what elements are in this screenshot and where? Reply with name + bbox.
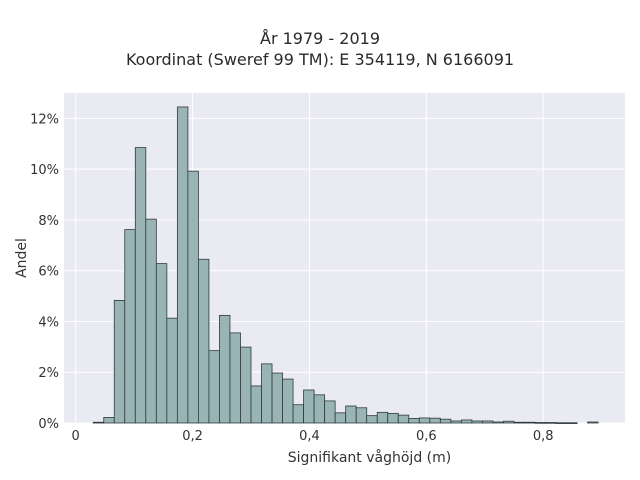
histogram-bar	[566, 422, 578, 424]
histogram-bar	[134, 147, 147, 424]
histogram-bar	[503, 420, 515, 424]
y-tick-labels: 0% 2% 4% 6% 8% 10% 12%	[30, 112, 59, 432]
histogram-bar	[387, 412, 399, 424]
chart-title: År 1979 - 2019	[260, 29, 380, 48]
histogram-bar	[271, 372, 283, 424]
histogram-bar	[366, 415, 378, 424]
histogram-bar	[376, 411, 389, 424]
chart-subtitle: Koordinat (Sweref 99 TM): E 354119, N 61…	[125, 50, 515, 69]
histogram-bar	[450, 420, 462, 424]
histogram-bar	[545, 422, 557, 424]
histogram-bar	[334, 412, 347, 424]
x-tick-label: 0,2	[182, 429, 203, 444]
histogram-bar	[397, 414, 410, 424]
histogram-bar	[187, 170, 199, 424]
histogram-bar	[176, 106, 189, 424]
y-tick-label: 2%	[38, 366, 59, 381]
histogram-bar	[587, 421, 599, 424]
histogram-bar	[166, 317, 178, 424]
y-tick-label: 4%	[38, 315, 59, 330]
histogram-bar	[303, 389, 315, 424]
y-tick-label: 8%	[38, 214, 59, 229]
y-tick-label: 6%	[38, 265, 59, 280]
y-tick-label: 10%	[30, 163, 59, 178]
x-tick-label: 0,6	[416, 429, 437, 444]
y-tick-label: 0%	[38, 417, 59, 432]
histogram-bar	[471, 420, 483, 424]
histogram-bar	[460, 419, 473, 424]
histogram-bar	[513, 421, 525, 424]
histogram-bar	[492, 421, 504, 424]
x-tick-label: 0,8	[533, 429, 554, 444]
histogram-bar	[355, 407, 368, 424]
histogram-bar	[145, 218, 157, 424]
y-tick-label: 12%	[30, 112, 59, 127]
histogram-bars	[92, 106, 599, 424]
histogram-bar	[250, 385, 262, 424]
histogram-bar	[124, 229, 136, 424]
histogram-bar	[103, 417, 115, 424]
histogram-bar	[534, 422, 546, 424]
histogram-bar	[482, 420, 494, 424]
histogram-bar	[418, 417, 431, 424]
histogram-bar	[261, 363, 273, 424]
histogram-bar	[208, 350, 220, 424]
histogram-bar	[313, 394, 326, 424]
histogram-bar	[240, 346, 252, 424]
histogram-bar	[198, 258, 210, 424]
histogram-bar	[439, 418, 452, 424]
histogram-bar	[429, 417, 441, 424]
histogram-bar	[229, 332, 241, 424]
grid-lines	[64, 93, 625, 424]
histogram-bar	[524, 421, 536, 424]
x-tick-labels: 0 0,2 0,4 0,6 0,8	[72, 429, 554, 444]
histogram-bar	[555, 422, 567, 424]
x-tick-label: 0,4	[299, 429, 320, 444]
histogram-bar	[155, 263, 168, 424]
histogram-bar	[92, 421, 105, 424]
histogram-bar	[324, 400, 336, 424]
histogram-bar	[408, 418, 420, 424]
histogram-bar	[345, 405, 357, 424]
histogram-bar	[219, 314, 231, 424]
y-axis-label: Andel	[14, 238, 30, 278]
histogram-bar	[282, 378, 294, 424]
x-tick-label: 0	[72, 429, 80, 444]
x-axis-label: Signifikant våghöjd (m)	[288, 449, 451, 466]
histogram-bar	[292, 404, 304, 424]
histogram-bar	[113, 299, 126, 424]
